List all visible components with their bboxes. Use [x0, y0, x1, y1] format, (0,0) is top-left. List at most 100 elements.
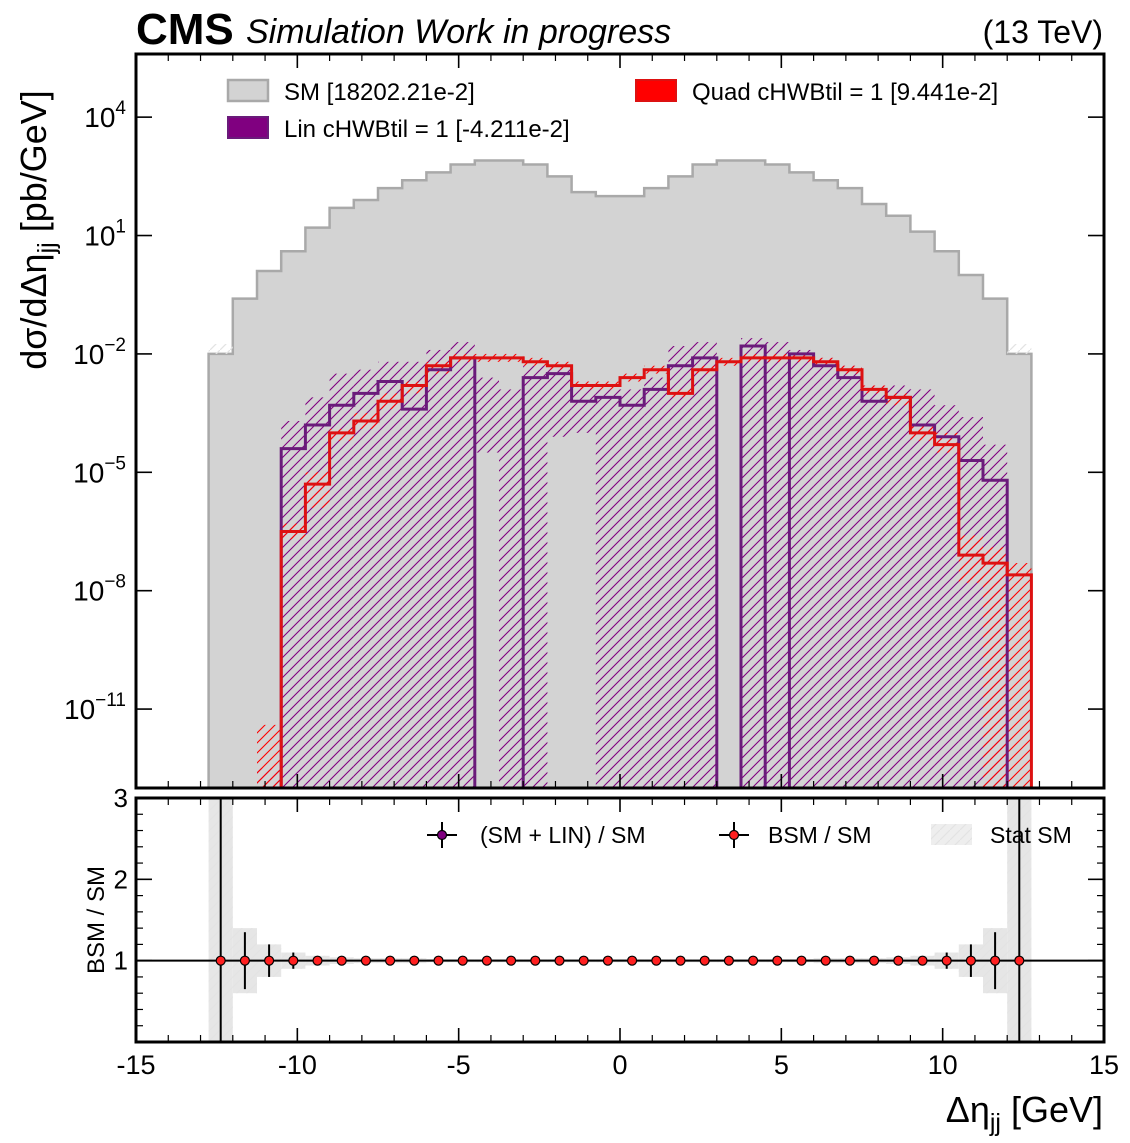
lin-stat-band	[378, 361, 403, 788]
ratio-point	[965, 955, 977, 966]
legend-label-sm: SM [18202.21e-2]	[284, 79, 475, 106]
lin-stat-band	[523, 365, 548, 788]
ratio-xtick-label: 15	[1089, 1050, 1119, 1080]
ratio-point	[239, 955, 250, 966]
lin-step-line	[279, 344, 1009, 788]
lin-stat-band	[910, 389, 935, 788]
quad-stat-band	[1007, 563, 1032, 788]
lin-stat-band	[547, 365, 572, 437]
lin-stat-band	[571, 385, 596, 433]
main-ytick-label: 10−8	[73, 572, 126, 607]
ratio-point	[868, 955, 880, 966]
ratio-point	[626, 955, 638, 966]
quad-stat-band	[257, 724, 282, 788]
main-legend: SM [18202.21e-2] Lin cHWBtil = 1 [-4.211…	[226, 78, 998, 143]
ratio-point	[264, 955, 275, 966]
legend-entry-bsm-ratio: BSM / SM	[719, 822, 872, 848]
ratio-ytick-label: 2	[114, 864, 128, 894]
quad-stat-band	[402, 381, 427, 394]
lin-stat-band	[837, 365, 862, 788]
legend-swatch-lin	[227, 116, 269, 139]
lin-stat-band	[329, 373, 354, 788]
legend-marker-lin-ratio	[436, 829, 448, 841]
ratio-xtick-label: -5	[447, 1050, 471, 1080]
lin-stat-band	[620, 389, 645, 788]
energy-label: (13 TeV)	[983, 14, 1103, 50]
main-ytick-label: 10−5	[73, 453, 126, 488]
lin-stat-band	[765, 342, 790, 788]
quad-stat-band	[305, 472, 330, 508]
lin-stat-band	[886, 385, 911, 788]
ratio-point	[651, 955, 662, 966]
legend-label-quad: Quad cHWBtil = 1 [9.441e-2]	[692, 79, 998, 106]
legend-label-lin: Lin cHWBtil = 1 [-4.211e-2]	[284, 116, 570, 143]
main-axis-ticks: 10−11 10−8 10−5 10−2 101 104	[64, 54, 1105, 788]
ratio-xtick-label: -10	[278, 1050, 317, 1080]
lin-stat-band	[474, 377, 499, 453]
ratio-legend: (SM + LIN) / SM BSM / SM Stat SM	[427, 822, 1072, 848]
ratio-point	[941, 955, 952, 966]
sm-stat-band	[208, 344, 233, 354]
legend-label-bsm-ratio: BSM / SM	[768, 822, 872, 848]
ratio-point	[506, 955, 517, 966]
ratio-point	[385, 955, 396, 966]
lin-stat-band	[934, 405, 959, 788]
lin-stat-band	[402, 361, 427, 788]
ratio-point	[917, 955, 928, 966]
lin-stat-band	[692, 342, 717, 788]
quad-stat-band	[329, 428, 354, 441]
ratio-ytick-label: 3	[114, 783, 128, 813]
ratio-xtick-label: 10	[928, 1050, 958, 1080]
legend-swatch-sm	[226, 78, 270, 103]
ratio-point	[312, 955, 323, 966]
ratio-point	[360, 955, 371, 966]
legend-swatch-quad	[635, 79, 677, 102]
main-plot-area	[207, 159, 1033, 788]
lin-stat-band	[426, 349, 451, 788]
ratio-plot-area	[136, 798, 1104, 1042]
ratio-axis-ticks: 1 2 3 -15 -10 -5 0 5 10 15	[114, 783, 1119, 1080]
lin-stat-band	[958, 417, 983, 788]
ratio-point	[1014, 955, 1025, 966]
lin-stat-band	[353, 369, 378, 788]
ratio-point	[409, 955, 420, 966]
quad-stat-band	[426, 361, 451, 374]
legend-label-stat-sm: Stat SM	[990, 822, 1072, 848]
quad-stat-band	[958, 535, 983, 583]
legend-marker-bsm-ratio	[728, 829, 740, 841]
ratio-xtick-label: 0	[612, 1050, 627, 1080]
lin-stat-band	[741, 338, 766, 788]
ratio-point	[457, 955, 468, 966]
ratio-point	[336, 955, 347, 966]
lin-stat-band	[305, 397, 330, 788]
ratio-xtick-label: 5	[774, 1050, 789, 1080]
ratio-point	[602, 955, 614, 966]
lin-stat-band	[499, 389, 524, 788]
main-ylabel: dσ/dΔηjj [pb/GeV]	[13, 90, 61, 370]
ratio-point	[288, 955, 299, 966]
legend-entry-sm: SM [18202.21e-2]	[226, 78, 475, 106]
ratio-point	[675, 955, 686, 966]
ratio-ylabel: BSM / SM	[83, 866, 110, 974]
lin-stat-band	[281, 421, 306, 788]
ratio-point	[893, 955, 904, 966]
legend-entry-quad: Quad cHWBtil = 1 [9.441e-2]	[635, 79, 998, 106]
lin-stat-band	[595, 389, 620, 788]
ratio-point	[989, 955, 1001, 966]
legend-entry-stat-sm: Stat SM	[931, 822, 1072, 848]
lin-stat-band	[450, 342, 475, 788]
ratio-point	[844, 955, 856, 966]
legend-entry-lin-ratio: (SM + LIN) / SM	[427, 822, 646, 848]
quad-stat-band	[886, 393, 911, 406]
main-ytick-label: 104	[84, 98, 126, 133]
ratio-point	[530, 955, 541, 966]
lin-stat-band	[862, 385, 887, 788]
quad-step-line	[279, 356, 1033, 788]
ratio-point	[433, 955, 444, 966]
ratio-xlabel: Δηjj [GeV]	[946, 1089, 1103, 1137]
ratio-point	[554, 955, 565, 966]
lin-stat-band	[789, 349, 814, 788]
main-ytick-label: 10−2	[73, 335, 126, 370]
ratio-point	[481, 955, 492, 966]
ratio-point	[215, 955, 226, 966]
